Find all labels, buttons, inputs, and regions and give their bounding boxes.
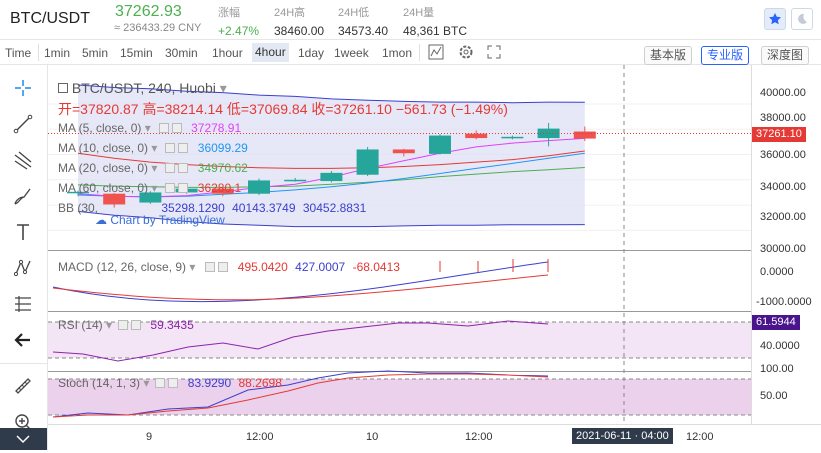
stat-change: 涨幅 +2.47%	[218, 7, 260, 38]
bb-lower-line	[77, 210, 585, 228]
ma60-legend: MA (60, close, 0) ▾ 36280.1	[58, 181, 242, 195]
candle-body	[139, 192, 162, 203]
pair-title[interactable]: BTC/USDT	[10, 10, 90, 27]
interval-1min[interactable]: 1min	[44, 46, 71, 60]
candle-body	[211, 188, 234, 194]
candle-body	[573, 131, 596, 139]
pattern-icon[interactable]	[12, 257, 34, 279]
brush-icon[interactable]	[12, 185, 34, 207]
candle-body	[501, 136, 524, 139]
bb-legend: BB (30, 35298.1290 40143.3749 30452.8831	[58, 201, 367, 215]
candle-body	[429, 135, 451, 154]
moon-icon[interactable]	[791, 8, 813, 30]
view-basic-button[interactable]: 基本版	[644, 46, 693, 65]
stat-low: 24H低 34573.40	[338, 7, 389, 38]
interval-1week[interactable]: 1week	[334, 46, 369, 60]
bb-upper-line	[77, 84, 585, 104]
zoom-icon[interactable]	[12, 411, 34, 433]
current-price-tag: 37261.10	[752, 127, 806, 142]
ma20-legend: MA (20, close, 0) ▾ 34970.62	[58, 161, 248, 175]
fib-icon[interactable]	[12, 293, 34, 315]
macd-signal-line	[52, 274, 549, 301]
last-price: 37262.93	[115, 3, 182, 20]
header-bar: BTC/USDT 37262.93 ≈ 236433.29 CNY 涨幅 +2.4…	[0, 0, 821, 40]
view-pro-button[interactable]: 专业版	[701, 46, 750, 65]
ma20-line	[77, 167, 585, 188]
chart-title: BTC/USDT, 240, Huobi ▾	[58, 80, 227, 97]
trend-line-icon[interactable]	[12, 113, 34, 135]
candle-body	[67, 191, 89, 194]
star-icon[interactable]	[764, 8, 786, 30]
fullscreen-icon[interactable]	[483, 41, 505, 63]
crosshair-icon[interactable]	[12, 77, 34, 99]
price-axis[interactable]: 40000.00 38000.00 36000.00 34000.00 3200…	[751, 65, 821, 424]
ruler-icon[interactable]	[12, 375, 34, 397]
candle-body	[537, 128, 560, 139]
rsi-legend: RSI (14) ▾ 59.3435	[58, 318, 194, 332]
candle-body	[465, 133, 488, 139]
stoch-d-line	[52, 373, 549, 418]
interval-toolbar: Time 1min 5min 15min 30min 1hour 4hour 1…	[0, 40, 821, 65]
candle-body	[320, 172, 343, 182]
candle-body	[356, 149, 379, 175]
interval-5min[interactable]: 5min	[82, 46, 109, 60]
settings-icon[interactable]	[455, 41, 477, 63]
macd-legend: MACD (12, 26, close, 9) ▾ 495.0420 427.0…	[58, 260, 400, 274]
stat-volume: 24H量 48,361 BTC	[403, 7, 468, 38]
stat-high: 24H高 38460.00	[274, 7, 325, 38]
candle-body	[284, 179, 307, 182]
crosshair-time-tag: 2021-06-11 · 04:00	[572, 428, 673, 444]
ma10-legend: MA (10, close, 0) ▾ 36099.29	[58, 141, 248, 155]
candle-body	[103, 193, 126, 205]
interval-30min[interactable]: 30min	[165, 46, 198, 60]
tradingview-logo-icon: ☁	[95, 213, 107, 227]
drawing-toolbar	[0, 65, 48, 450]
view-depth-button[interactable]: 深度图	[761, 46, 810, 65]
collapse-toolbar-button[interactable]	[0, 428, 47, 450]
macd-histogram	[439, 259, 549, 272]
interval-1day[interactable]: 1day	[298, 46, 325, 60]
chevron-down-icon	[16, 435, 30, 444]
collapse-icon	[58, 83, 68, 93]
interval-time[interactable]: Time	[5, 46, 32, 60]
back-arrow-icon[interactable]	[12, 329, 34, 351]
interval-1hour[interactable]: 1hour	[212, 46, 243, 60]
tradingview-watermark: ☁ Chart by TradingView	[95, 213, 225, 227]
bb-band-fill	[78, 85, 585, 227]
ma5-legend: MA (5, close, 0) ▾ 37278.91	[58, 121, 242, 135]
interval-1mon[interactable]: 1mon	[382, 46, 413, 60]
macd-line	[52, 261, 549, 303]
interval-4hour[interactable]: 4hour	[252, 43, 289, 62]
ohlc-legend: 开=37820.87 高=38214.14 低=37069.84 收=37261…	[58, 101, 508, 117]
interval-15min[interactable]: 15min	[120, 46, 153, 60]
indicator-icon[interactable]	[425, 41, 447, 63]
candle-body	[392, 149, 415, 154]
pitchfork-icon[interactable]	[12, 149, 34, 171]
candle-body	[248, 180, 270, 194]
price-cny: ≈ 236433.29 CNY	[114, 22, 202, 34]
stoch-legend: Stoch (14, 1, 3) ▾ 83.9290 88.2698	[58, 376, 282, 390]
time-axis[interactable]: 9 12:00 10 12:00 12:00 2021-06-11 · 04:0…	[48, 424, 821, 450]
rsi-line	[52, 320, 549, 362]
text-icon[interactable]	[12, 221, 34, 243]
rsi-current-tag: 61.5944	[752, 315, 800, 330]
ma60-line	[77, 150, 585, 169]
